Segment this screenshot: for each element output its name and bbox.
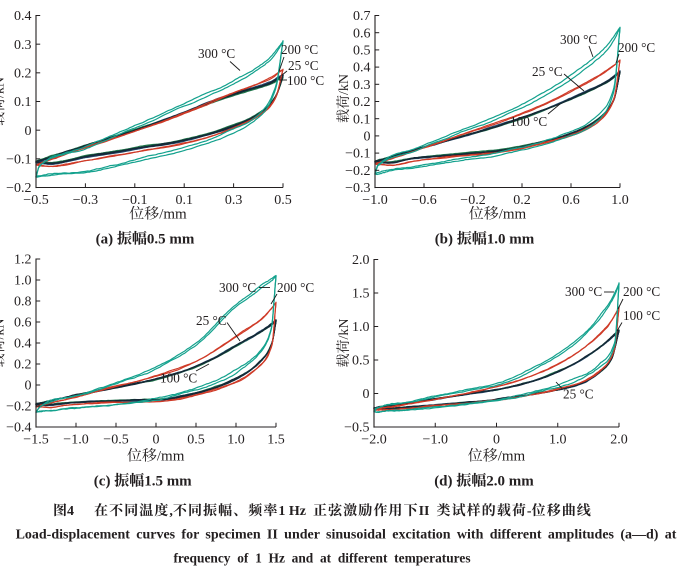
svg-text:−1.0: −1.0	[362, 193, 387, 208]
svg-text:300 °C: 300 °C	[198, 46, 235, 61]
svg-text:(c): (c)	[94, 474, 111, 490]
svg-text:200 °C: 200 °C	[277, 280, 314, 295]
svg-text:0.2: 0.2	[513, 193, 531, 208]
svg-text:100 °C: 100 °C	[623, 308, 660, 323]
svg-text:−2.0: −2.0	[361, 433, 386, 448]
svg-text:−0.5: −0.5	[344, 421, 369, 436]
svg-text:0.6: 0.6	[562, 193, 580, 208]
svg-text:2.0 mm: 2.0 mm	[486, 474, 534, 490]
svg-text:-: -	[527, 504, 532, 519]
svg-text:0.5: 0.5	[352, 354, 370, 369]
svg-text:0.3: 0.3	[14, 38, 32, 53]
svg-text:−0.1: −0.1	[345, 147, 370, 162]
svg-text:0.7: 0.7	[353, 9, 371, 24]
svg-text:(a): (a)	[96, 232, 114, 248]
svg-text:0.5: 0.5	[353, 44, 371, 59]
svg-text:300 °C: 300 °C	[219, 280, 256, 295]
svg-text:25 °C: 25 °C	[196, 313, 227, 328]
svg-text:0.5 mm: 0.5 mm	[147, 232, 195, 248]
svg-text:1.5: 1.5	[267, 433, 285, 448]
svg-text:−0.2: −0.2	[460, 193, 485, 208]
svg-text:25 °C: 25 °C	[288, 58, 319, 73]
svg-text:1.5: 1.5	[352, 287, 370, 302]
svg-text:−1.0: −1.0	[63, 433, 88, 448]
svg-text:0: 0	[363, 387, 370, 402]
svg-text:0.1: 0.1	[14, 95, 32, 110]
svg-text:−1.0: −1.0	[423, 433, 448, 448]
svg-text:/kN: /kN	[337, 74, 352, 95]
svg-text:II: II	[419, 504, 430, 519]
svg-text:0: 0	[493, 433, 500, 448]
svg-text:200 °C: 200 °C	[623, 284, 660, 299]
svg-text:1.2: 1.2	[14, 253, 32, 268]
svg-text:2.0: 2.0	[610, 433, 628, 448]
svg-text:1 Hz: 1 Hz	[278, 504, 306, 519]
svg-text:/mm: /mm	[157, 449, 185, 465]
svg-text:300 °C: 300 °C	[560, 32, 597, 47]
svg-text:−0.1: −0.1	[6, 152, 31, 167]
svg-text:200 °C: 200 °C	[618, 40, 655, 55]
svg-text:0.4: 0.4	[353, 61, 371, 76]
svg-text:−0.2: −0.2	[345, 164, 370, 179]
svg-text:/mm: /mm	[499, 207, 527, 223]
svg-text:/mm: /mm	[159, 207, 187, 223]
svg-text:/kN: /kN	[0, 77, 7, 98]
svg-text:100 °C: 100 °C	[510, 114, 547, 129]
svg-text:−0.3: −0.3	[345, 181, 370, 196]
svg-text:0.6: 0.6	[353, 26, 371, 41]
svg-text:300 °C: 300 °C	[565, 284, 602, 299]
svg-text:0.5: 0.5	[274, 193, 292, 208]
svg-text:25 °C: 25 °C	[532, 64, 563, 79]
svg-text:100 °C: 100 °C	[160, 371, 197, 386]
svg-text:4: 4	[67, 504, 74, 519]
svg-text:/mm: /mm	[498, 449, 526, 465]
svg-text:(b): (b)	[435, 232, 453, 248]
svg-text:0.3: 0.3	[225, 193, 243, 208]
svg-text:0.2: 0.2	[14, 66, 32, 81]
svg-text:0: 0	[25, 379, 32, 394]
svg-text:−0.2: −0.2	[6, 400, 31, 415]
svg-text:−0.2: −0.2	[6, 181, 31, 196]
svg-text:,: ,	[169, 504, 173, 519]
svg-text:−0.5: −0.5	[23, 193, 48, 208]
svg-text:1.0: 1.0	[14, 274, 32, 289]
svg-text:0.1: 0.1	[353, 112, 371, 127]
svg-text:1.0: 1.0	[549, 433, 567, 448]
svg-text:200 °C: 200 °C	[281, 42, 318, 57]
svg-text:1.0: 1.0	[611, 193, 629, 208]
svg-text:0.3: 0.3	[353, 78, 371, 93]
svg-text:0.1: 0.1	[175, 193, 193, 208]
svg-text:100 °C: 100 °C	[287, 73, 324, 88]
svg-text:frequency of 1 Hz and at diffe: frequency of 1 Hz and at different tempe…	[173, 551, 470, 566]
svg-text:(d): (d)	[434, 474, 452, 490]
svg-text:1.0: 1.0	[227, 433, 245, 448]
svg-text:1.5 mm: 1.5 mm	[144, 474, 192, 490]
svg-text:0.2: 0.2	[353, 95, 371, 110]
svg-text:0.4: 0.4	[14, 9, 32, 24]
svg-text:0.5: 0.5	[187, 433, 205, 448]
svg-text:/kN: /kN	[0, 319, 7, 340]
svg-text:−0.3: −0.3	[73, 193, 98, 208]
svg-text:1.0: 1.0	[352, 320, 370, 335]
svg-text:0.2: 0.2	[14, 358, 32, 373]
svg-text:−0.6: −0.6	[411, 193, 436, 208]
svg-text:−0.1: −0.1	[122, 193, 147, 208]
svg-text:−0.4: −0.4	[6, 421, 31, 436]
svg-text:0: 0	[364, 130, 371, 145]
svg-text:2.0: 2.0	[352, 253, 370, 268]
svg-text:0.8: 0.8	[14, 295, 32, 310]
svg-text:0: 0	[25, 124, 32, 139]
svg-text:−0.5: −0.5	[103, 433, 128, 448]
svg-text:0.6: 0.6	[14, 316, 32, 331]
svg-text:−1.5: −1.5	[23, 433, 48, 448]
svg-text:1.0 mm: 1.0 mm	[487, 232, 535, 248]
svg-text:25 °C: 25 °C	[563, 387, 594, 402]
svg-text:/kN: /kN	[337, 319, 352, 340]
svg-text:Load-displacement curves for s: Load-displacement curves for specimen II…	[16, 528, 677, 543]
svg-text:0: 0	[153, 433, 160, 448]
svg-text:0.4: 0.4	[14, 337, 32, 352]
